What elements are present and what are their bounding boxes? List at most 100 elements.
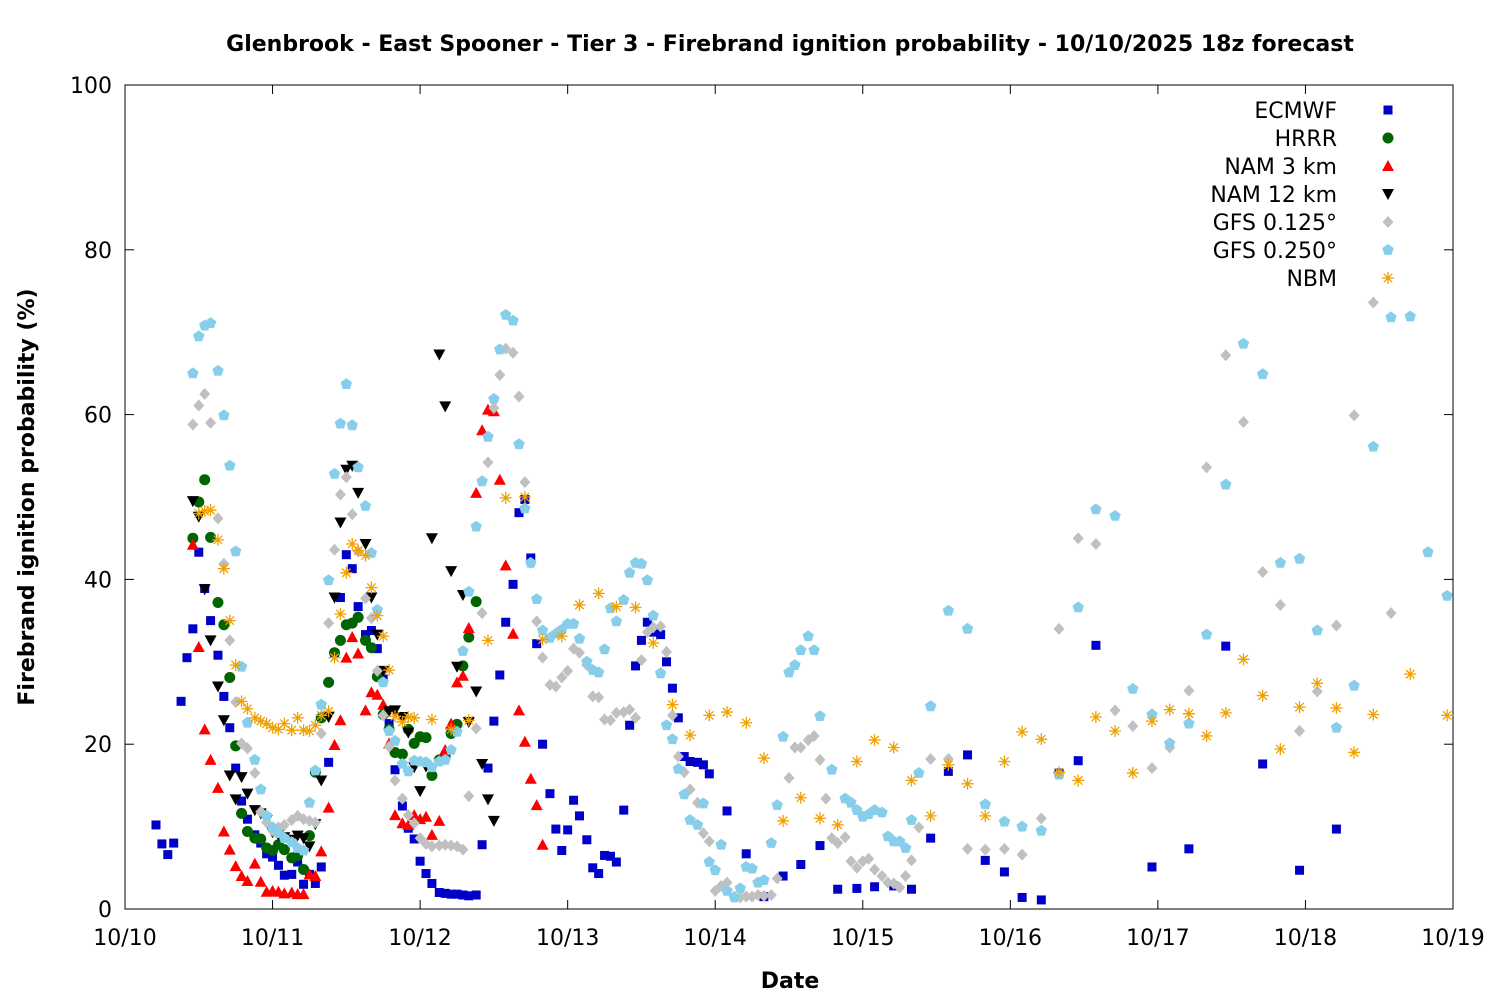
ecmwf-point bbox=[495, 670, 505, 680]
nbm-point bbox=[229, 659, 242, 672]
gfs-0-250-point bbox=[359, 500, 372, 511]
nbm-point bbox=[1348, 746, 1361, 759]
gfs-0-125-point bbox=[199, 388, 211, 400]
nbm-point bbox=[573, 598, 586, 611]
series-gfs-0-250 bbox=[187, 308, 1453, 903]
nbm-point bbox=[322, 705, 335, 718]
y-tick-label: 0 bbox=[98, 898, 112, 923]
ecmwf-point bbox=[833, 884, 843, 894]
ecmwf-point bbox=[231, 763, 241, 773]
nbm-point bbox=[1072, 774, 1085, 787]
ecmwf-point bbox=[397, 801, 407, 811]
hrrr-point bbox=[255, 833, 267, 845]
gfs-0-250-point bbox=[340, 378, 352, 389]
hrrr-point bbox=[323, 676, 335, 688]
ecmwf-point bbox=[427, 878, 437, 888]
gfs-0-250-point bbox=[894, 835, 906, 847]
nbm-point bbox=[740, 716, 753, 729]
hrrr-point bbox=[463, 631, 475, 643]
gfs-0-250-point bbox=[1072, 601, 1084, 613]
gfs-0-250-point bbox=[212, 364, 224, 376]
gfs-0-125-point bbox=[998, 842, 1010, 855]
ecmwf-point bbox=[268, 852, 278, 862]
nbm-point bbox=[666, 698, 679, 711]
nbm-point bbox=[1330, 701, 1343, 714]
axes: 10/10 10/11 10/12 10/13 10/14 10/15 10/16 10/17… bbox=[70, 74, 1485, 951]
nam-3-km-point bbox=[462, 622, 475, 634]
gfs-0-125-point bbox=[550, 680, 562, 693]
legend-marker-nam-12-km bbox=[1382, 189, 1394, 200]
nbm-point bbox=[961, 777, 974, 790]
gfs-0-250-point bbox=[1441, 589, 1453, 601]
gfs-0-250-point bbox=[684, 814, 696, 825]
ecmwf-point bbox=[631, 661, 641, 671]
legend-marker-gfs-0-250 bbox=[1382, 244, 1394, 255]
nam-12-km-point bbox=[487, 815, 500, 827]
gfs-0-125-point bbox=[1348, 409, 1360, 422]
ecmwf-point bbox=[1331, 824, 1341, 834]
gfs-0-250-point bbox=[1183, 717, 1195, 729]
gfs-0-125-point bbox=[482, 456, 494, 469]
nbm-point bbox=[684, 729, 697, 742]
nbm-point bbox=[198, 505, 211, 518]
gfs-0-250-point bbox=[315, 698, 327, 710]
gfs-0-250-point bbox=[802, 630, 814, 642]
gfs-0-250-point bbox=[241, 716, 254, 728]
gfs-0-125-point bbox=[661, 645, 673, 658]
gfs-0-125-point bbox=[624, 703, 636, 716]
ecmwf-point bbox=[611, 857, 621, 867]
gfs-0-250-point bbox=[463, 585, 475, 597]
gfs-0-125-point bbox=[1257, 565, 1269, 578]
ecmwf-point bbox=[1295, 865, 1305, 875]
ecmwf-point bbox=[242, 814, 252, 824]
gfs-0-125-point bbox=[488, 402, 500, 415]
nbm-point bbox=[359, 549, 372, 562]
gfs-0-125-point bbox=[470, 722, 482, 735]
gfs-0-125-point bbox=[814, 753, 826, 766]
gfs-0-250-point bbox=[961, 622, 974, 634]
ecmwf-point bbox=[778, 871, 788, 881]
legend-marker-hrrr bbox=[1382, 132, 1394, 144]
nbm-point bbox=[1126, 767, 1139, 780]
nbm-point bbox=[211, 533, 224, 546]
nam-12-km-point bbox=[328, 592, 341, 604]
hrrr-point bbox=[278, 844, 290, 856]
gfs-0-125-point bbox=[839, 831, 851, 844]
nam-12-km-point bbox=[481, 794, 494, 806]
nbm-point bbox=[389, 710, 402, 723]
ecmwf-point bbox=[514, 508, 524, 518]
ecmwf-point bbox=[557, 845, 567, 855]
gfs-0-250-point bbox=[618, 594, 630, 605]
nbm-point bbox=[402, 711, 415, 724]
ecmwf-point bbox=[741, 849, 751, 859]
gfs-0-250-point bbox=[899, 842, 912, 853]
gfs-0-250-point bbox=[826, 763, 838, 775]
nam-3-km-point bbox=[235, 870, 248, 882]
gfs-0-125-point bbox=[783, 771, 795, 784]
nbm-point bbox=[346, 537, 359, 550]
ecmwf-point bbox=[219, 691, 229, 701]
nam-3-km-point bbox=[334, 714, 347, 726]
gfs-0-250-point bbox=[1164, 737, 1176, 749]
nam-3-km-point bbox=[512, 704, 525, 716]
gfs-0-250-point bbox=[445, 744, 457, 755]
gfs-0-250-point bbox=[1109, 510, 1121, 521]
gfs-0-250-point bbox=[715, 838, 727, 850]
gfs-0-250-point bbox=[647, 609, 659, 621]
gfs-0-125-point bbox=[703, 835, 715, 848]
ecmwf-point bbox=[1221, 641, 1231, 651]
legend-label-ecmwf: ECMWF bbox=[1254, 99, 1337, 124]
gfs-0-250-point bbox=[187, 367, 199, 379]
gfs-0-125-point bbox=[1201, 461, 1213, 474]
gfs-0-250-point bbox=[322, 574, 335, 586]
nbm-point bbox=[291, 711, 304, 724]
nbm-point bbox=[248, 711, 261, 724]
gfs-0-250-point bbox=[581, 655, 593, 667]
gfs-0-250-point bbox=[260, 809, 273, 821]
nbm-point bbox=[1274, 743, 1287, 756]
ecmwf-point bbox=[1091, 640, 1101, 650]
gfs-0-125-point bbox=[1367, 296, 1379, 309]
gfs-0-125-point bbox=[1220, 349, 1232, 362]
nam-12-km-point bbox=[186, 496, 199, 508]
gfs-0-125-point bbox=[371, 664, 383, 677]
